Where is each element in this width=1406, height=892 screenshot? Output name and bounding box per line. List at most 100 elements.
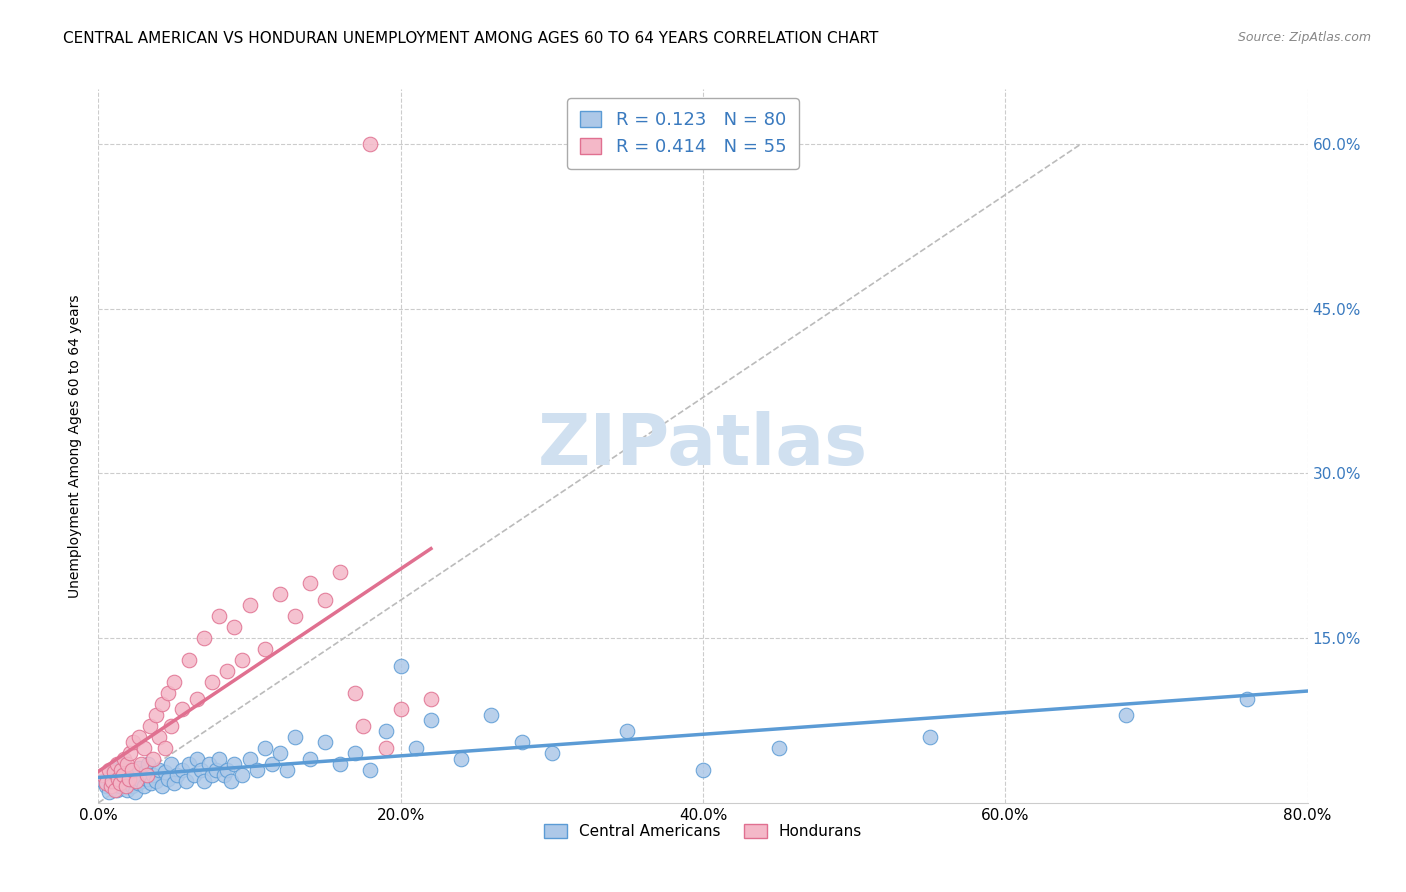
Point — [186, 752, 208, 766]
Point — [125, 773, 148, 788]
Point — [299, 576, 322, 591]
Point — [153, 765, 176, 780]
Legend: Central Americans, Hondurans: Central Americans, Hondurans — [538, 818, 868, 845]
Point — [208, 609, 231, 624]
Point — [374, 740, 396, 755]
Point — [111, 757, 134, 772]
Point — [329, 566, 352, 580]
Point — [114, 768, 136, 782]
Point — [183, 768, 205, 782]
Point — [616, 724, 638, 739]
Point — [148, 730, 170, 744]
Point — [98, 785, 121, 799]
Point — [134, 765, 156, 780]
Point — [156, 772, 179, 786]
Point — [163, 675, 186, 690]
Point — [153, 740, 176, 755]
Point — [132, 780, 155, 794]
Point — [107, 765, 129, 780]
Point — [239, 752, 262, 766]
Point — [111, 768, 134, 782]
Point — [253, 740, 276, 755]
Point — [94, 780, 117, 794]
Point — [103, 772, 125, 786]
Point — [114, 780, 136, 794]
Point — [389, 658, 412, 673]
Point — [193, 631, 215, 645]
Point — [145, 708, 167, 723]
Point — [329, 757, 352, 772]
Point — [405, 740, 427, 755]
Point — [160, 757, 183, 772]
Point — [112, 752, 135, 766]
Point — [450, 752, 472, 766]
Point — [212, 768, 235, 782]
Point — [215, 664, 238, 678]
Point — [136, 757, 159, 772]
Point — [118, 772, 141, 786]
Point — [101, 773, 124, 788]
Point — [231, 768, 253, 782]
Point — [110, 763, 132, 777]
Point — [197, 757, 219, 772]
Point — [284, 609, 307, 624]
Point — [374, 724, 396, 739]
Point — [360, 137, 382, 152]
Point — [108, 780, 131, 794]
Point — [150, 780, 173, 794]
Point — [112, 776, 135, 790]
Point — [246, 763, 269, 777]
Point — [179, 653, 201, 667]
Point — [125, 768, 148, 782]
Point — [115, 757, 138, 772]
Point — [170, 702, 193, 716]
Point — [193, 773, 215, 788]
Point — [120, 747, 142, 761]
Point — [221, 773, 243, 788]
Y-axis label: Unemployment Among Ages 60 to 64 years: Unemployment Among Ages 60 to 64 years — [69, 294, 83, 598]
Point — [124, 785, 146, 799]
Point — [91, 768, 114, 782]
Point — [145, 773, 167, 788]
Point — [121, 763, 143, 777]
Point — [201, 768, 224, 782]
Point — [127, 776, 149, 790]
Point — [224, 757, 246, 772]
Text: ZIPatlas: ZIPatlas — [538, 411, 868, 481]
Point — [269, 747, 291, 761]
Point — [344, 686, 367, 700]
Point — [135, 772, 157, 786]
Point — [420, 714, 443, 728]
Point — [107, 772, 129, 786]
Point — [190, 763, 212, 777]
Point — [253, 642, 276, 657]
Point — [1236, 691, 1258, 706]
Point — [299, 752, 322, 766]
Point — [128, 761, 150, 775]
Point — [103, 765, 125, 780]
Point — [129, 757, 152, 772]
Point — [692, 763, 714, 777]
Point — [122, 735, 145, 749]
Point — [132, 740, 155, 755]
Point — [122, 765, 145, 780]
Point — [98, 763, 121, 777]
Point — [918, 730, 941, 744]
Point — [121, 780, 143, 794]
Point — [540, 747, 562, 761]
Point — [314, 735, 336, 749]
Point — [269, 587, 291, 601]
Point — [352, 719, 374, 733]
Point — [186, 691, 208, 706]
Point — [94, 776, 117, 790]
Point — [262, 757, 284, 772]
Point — [104, 782, 127, 797]
Point — [170, 763, 193, 777]
Point — [224, 620, 246, 634]
Point — [768, 740, 790, 755]
Point — [208, 752, 231, 766]
Point — [100, 768, 122, 782]
Point — [115, 782, 138, 797]
Point — [108, 776, 131, 790]
Point — [314, 592, 336, 607]
